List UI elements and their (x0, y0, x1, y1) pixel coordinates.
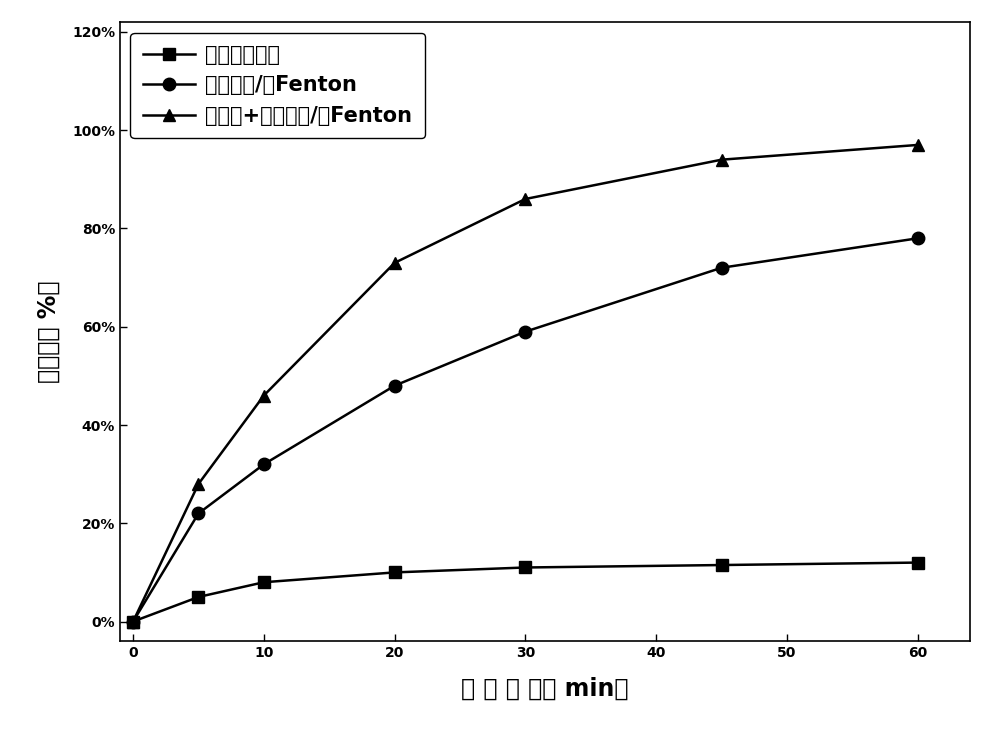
可见光光杳化 (912, 558, 924, 567)
可见光光杳化 (716, 561, 728, 570)
可见光光杳化 (519, 563, 531, 572)
Line: 三维电极/电Fenton: 三维电极/电Fenton (127, 232, 924, 628)
X-axis label: 处 理 时 间（ min）: 处 理 时 间（ min） (461, 677, 629, 701)
Y-axis label: 去除率（ %）: 去除率（ %） (37, 280, 61, 383)
可见光+三维电极/电Fenton (716, 156, 728, 164)
可见光光杳化 (127, 617, 139, 626)
Line: 可见光光杳化: 可见光光杳化 (127, 556, 924, 628)
三维电极/电Fenton (127, 617, 139, 626)
三维电极/电Fenton (258, 460, 270, 469)
可见光光杳化 (389, 568, 401, 577)
Legend: 可见光光杳化, 三维电极/电Fenton, 可见光+三维电极/电Fenton: 可见光光杳化, 三维电极/电Fenton, 可见光+三维电极/电Fenton (130, 32, 425, 139)
Line: 可见光+三维电极/电Fenton: 可见光+三维电极/电Fenton (127, 139, 924, 628)
三维电极/电Fenton (519, 327, 531, 336)
可见光+三维电极/电Fenton (192, 480, 204, 489)
可见光+三维电极/电Fenton (389, 259, 401, 268)
三维电极/电Fenton (716, 263, 728, 272)
三维电极/电Fenton (192, 509, 204, 518)
可见光+三维电极/电Fenton (519, 195, 531, 203)
可见光+三维电极/电Fenton (127, 617, 139, 626)
可见光+三维电极/电Fenton (912, 141, 924, 150)
可见光光杳化 (258, 578, 270, 587)
三维电极/电Fenton (389, 381, 401, 390)
可见光+三维电极/电Fenton (258, 391, 270, 400)
可见光光杳化 (192, 593, 204, 601)
三维电极/电Fenton (912, 234, 924, 242)
